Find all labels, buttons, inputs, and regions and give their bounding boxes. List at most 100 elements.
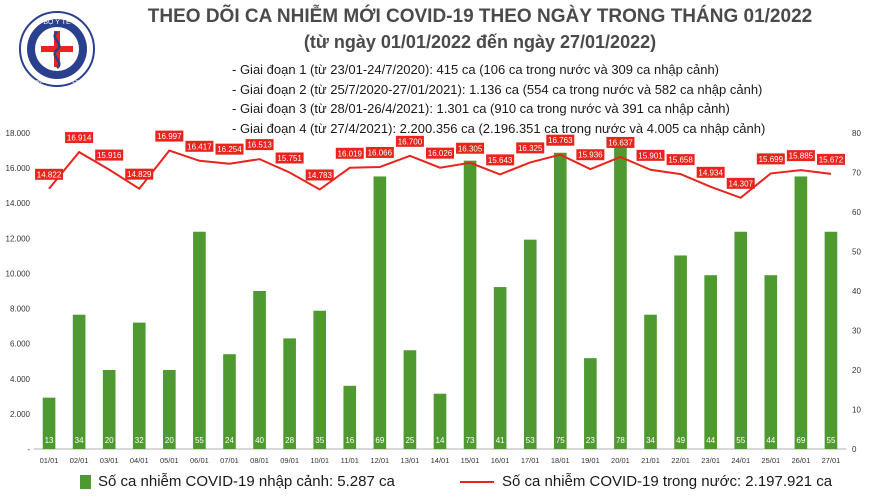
left-axis-tick-label: 10.000 bbox=[6, 269, 31, 278]
line-value-label: 14.783 bbox=[307, 171, 332, 180]
x-axis-tick-label: 05/01 bbox=[160, 456, 179, 465]
legend-line-label: Số ca nhiễm COVID-19 trong nước: 2.197.9… bbox=[502, 473, 833, 490]
line-value-label: 16.254 bbox=[217, 145, 242, 154]
x-axis-tick-label: 18/01 bbox=[551, 456, 570, 465]
bar-value-label: 34 bbox=[646, 436, 655, 445]
bar-value-label: 32 bbox=[135, 436, 144, 445]
right-axis-tick-label: 70 bbox=[852, 169, 861, 178]
x-axis-tick-label: 11/01 bbox=[341, 456, 359, 465]
x-axis-tick-label: 07/01 bbox=[220, 456, 239, 465]
bar bbox=[343, 385, 357, 449]
line-label-box bbox=[456, 142, 485, 154]
bar-value-label: 28 bbox=[285, 436, 294, 445]
right-axis-tick-label: 20 bbox=[852, 366, 861, 375]
bar-value-label: 25 bbox=[405, 436, 414, 445]
line-label-box bbox=[365, 146, 394, 158]
x-axis-tick-label: 13/01 bbox=[401, 456, 420, 465]
left-axis-tick-label: 16.000 bbox=[6, 164, 31, 173]
x-axis-tick-label: 14/01 bbox=[431, 456, 450, 465]
right-axis-tick-label: 40 bbox=[852, 287, 861, 296]
line-value-label: 14.829 bbox=[127, 170, 152, 179]
right-axis-tick-label: 50 bbox=[852, 248, 861, 257]
line-series bbox=[48, 149, 832, 199]
bar bbox=[764, 275, 778, 449]
bar-value-label: 53 bbox=[526, 436, 535, 445]
line-label-box bbox=[395, 135, 424, 147]
line-value-label: 15.658 bbox=[668, 156, 693, 165]
line-value-label: 16.019 bbox=[338, 149, 363, 158]
line-label-box bbox=[185, 140, 214, 152]
bar-value-label: 40 bbox=[255, 436, 264, 445]
line-label-box bbox=[726, 177, 755, 189]
bar bbox=[463, 160, 477, 449]
line-value-label: 16.066 bbox=[368, 148, 393, 157]
bar bbox=[223, 354, 236, 449]
bar-value-label: 44 bbox=[706, 436, 715, 445]
line-label-box bbox=[215, 143, 244, 155]
bar bbox=[553, 152, 567, 449]
bar-value-label: 73 bbox=[466, 436, 475, 445]
line-label-box bbox=[516, 142, 545, 154]
line-label-box bbox=[305, 169, 334, 181]
bar bbox=[102, 370, 116, 449]
legend-bar-swatch bbox=[80, 475, 91, 489]
ministry-logo-icon: BỘ Y TẾ MINISTRY OF HEALTH bbox=[19, 11, 95, 87]
stage-4-text: - Giai đoạn 4 (từ 27/4/2021): 2.200.356 … bbox=[232, 120, 766, 136]
line-label-box bbox=[125, 168, 154, 180]
legend-line-swatch bbox=[460, 481, 494, 483]
bar-value-label: 24 bbox=[225, 436, 234, 445]
stage-3-text: - Giai đoạn 3 (từ 28/01-26/4/2021): 1.30… bbox=[232, 101, 730, 116]
x-axis-tick-label: 16/01 bbox=[491, 456, 510, 465]
line-value-label: 15.885 bbox=[789, 152, 814, 161]
chart-area: - 2.000 4.000 6.000 8.000 10.000 12.000 14.000 1… bbox=[6, 129, 862, 465]
bar bbox=[42, 397, 56, 449]
line-label-box bbox=[606, 136, 635, 148]
bar-value-label: 35 bbox=[315, 436, 324, 445]
bar bbox=[72, 314, 86, 449]
x-axis-tick-label: 04/01 bbox=[130, 456, 149, 465]
chart-subtitle: (từ ngày 01/01/2022 đến ngày 27/01/2022) bbox=[303, 32, 657, 52]
bar bbox=[283, 338, 296, 449]
bar-value-label: 23 bbox=[586, 436, 595, 445]
x-axis-tick-label: 10/01 bbox=[310, 456, 329, 465]
logo-subtext: MINISTRY OF HEALTH bbox=[33, 79, 81, 84]
bar bbox=[132, 322, 146, 449]
bar bbox=[584, 358, 597, 449]
line-label-box bbox=[756, 153, 785, 165]
line-value-label: 15.916 bbox=[97, 151, 122, 160]
line-series-path bbox=[48, 149, 832, 199]
x-axis-tick-label: 08/01 bbox=[250, 456, 269, 465]
line-value-label: 15.643 bbox=[488, 156, 513, 165]
line-label-box bbox=[65, 132, 94, 144]
left-axis-tick-label: 14.000 bbox=[6, 199, 31, 208]
left-axis-ticks: - 2.000 4.000 6.000 8.000 10.000 12.000 14.000 1… bbox=[6, 129, 31, 454]
bar-value-label: 20 bbox=[105, 436, 114, 445]
line-value-label: 16.417 bbox=[187, 142, 212, 151]
bar bbox=[493, 287, 507, 449]
line-value-label: 16.026 bbox=[428, 149, 453, 158]
bar-value-label: 69 bbox=[796, 436, 805, 445]
line-value-label: 14.934 bbox=[698, 168, 723, 177]
bar bbox=[313, 310, 327, 449]
line-value-label: 14.307 bbox=[729, 179, 754, 188]
x-axis-ticks: 01/01 02/01 03/01 04/01 05/01 06/01 07/01 08/01… bbox=[40, 456, 841, 465]
bar bbox=[704, 275, 717, 449]
line-label-box bbox=[786, 150, 815, 162]
bar bbox=[824, 231, 838, 449]
bar-value-label: 55 bbox=[827, 436, 836, 445]
line-value-label: 16.914 bbox=[67, 134, 92, 143]
stage-1-text: - Giai đoạn 1 (từ 23/01-24/7/2020): 415 … bbox=[232, 62, 720, 77]
bar-series bbox=[42, 140, 838, 449]
bar-value-label: 16 bbox=[345, 436, 354, 445]
line-value-label: 16.763 bbox=[548, 136, 573, 145]
x-axis-tick-label: 26/01 bbox=[791, 456, 810, 465]
line-value-label: 16.325 bbox=[518, 144, 543, 153]
x-axis-tick-label: 02/01 bbox=[70, 456, 89, 465]
left-axis-tick-label: 12.000 bbox=[6, 234, 31, 243]
right-axis-tick-label: 30 bbox=[852, 327, 861, 336]
stage-2-text: - Giai đoạn 2 (từ 25/7/2020-27/01/2021):… bbox=[232, 81, 763, 97]
x-axis-tick-label: 20/01 bbox=[611, 456, 630, 465]
bar bbox=[193, 231, 206, 449]
bar-value-label: 55 bbox=[736, 436, 745, 445]
line-label-box bbox=[275, 152, 304, 164]
